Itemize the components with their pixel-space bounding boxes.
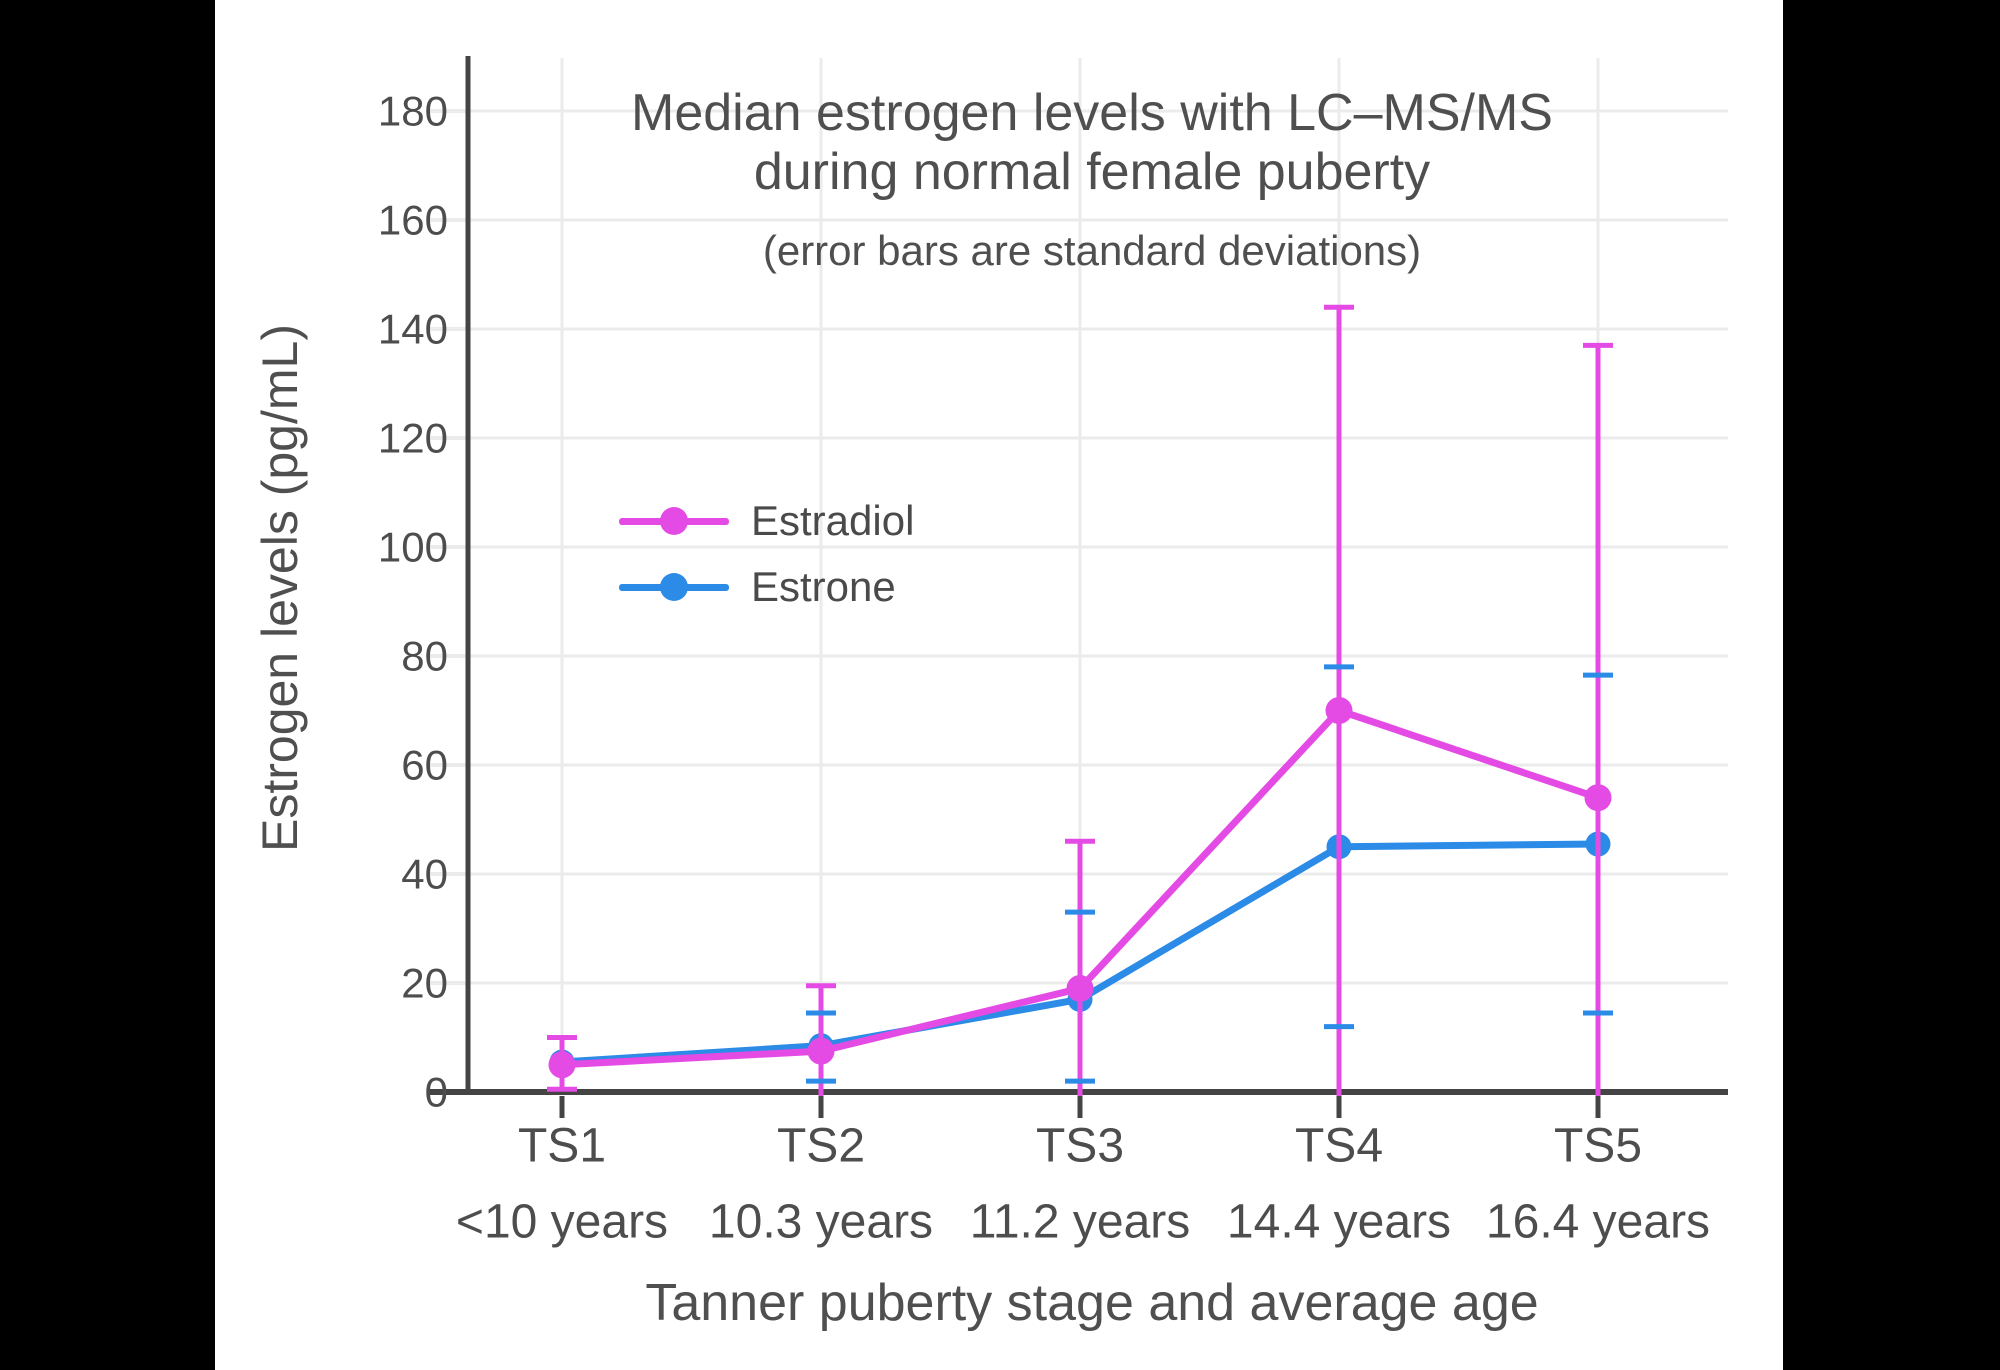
x-tick-label-stage: TS1 — [518, 1120, 606, 1173]
x-tick-label-age: <10 years — [456, 1196, 668, 1249]
x-tick-label-stage: TS3 — [1036, 1120, 1124, 1173]
estrone-legend-marker-icon — [660, 573, 688, 601]
x-tick-label-age: 14.4 years — [1227, 1196, 1451, 1249]
x-tick-label-age: 11.2 years — [970, 1196, 1191, 1249]
legend-item-estrone[interactable]: Estrone — [619, 554, 914, 620]
x-tick-label-stage: TS5 — [1554, 1120, 1642, 1173]
y-axis-title: Estrogen levels (pg/mL) — [252, 323, 308, 853]
y-tick-label: 160 — [378, 197, 448, 244]
y-tick-label: 40 — [401, 851, 448, 898]
y-tick-label: 80 — [401, 633, 448, 680]
y-tick-label: 0 — [425, 1069, 448, 1116]
estrone-legend-line — [619, 573, 729, 601]
x-tick-label-stage: TS4 — [1295, 1120, 1383, 1173]
x-tick-label-age: 16.4 years — [1486, 1196, 1710, 1249]
chart-title-line1: Median estrogen levels with LC–MS/MS — [631, 84, 1553, 142]
chart-title-line2: during normal female puberty — [753, 143, 1431, 201]
legend-item-estradiol[interactable]: Estradiol — [619, 488, 914, 554]
y-tick-label: 100 — [378, 524, 448, 571]
y-tick-label: 20 — [401, 960, 448, 1007]
y-tick-label: 140 — [378, 306, 448, 353]
x-tick-label-age: 10.3 years — [709, 1196, 933, 1249]
y-tick-label: 120 — [378, 415, 448, 462]
x-tick-label-stage: TS2 — [777, 1120, 865, 1173]
chart-subtitle: (error bars are standard deviations) — [762, 227, 1422, 274]
estradiol-legend-line — [619, 507, 729, 535]
chart-plot-area: 0 20 40 60 80 100 120 140 160 180 TS1 <10 years TS2 1… — [378, 56, 1728, 1249]
y-tick-label: 180 — [378, 88, 448, 135]
legend: Estradiol Estrone — [619, 488, 914, 620]
y-tick-label: 60 — [401, 742, 448, 789]
chart-canvas: 0 20 40 60 80 100 120 140 160 180 TS1 <10 years TS2 1… — [215, 0, 1783, 1370]
legend-label-estradiol: Estradiol — [751, 497, 915, 544]
estradiol-legend-marker-icon — [660, 507, 688, 535]
x-axis-title: Tanner puberty stage and average age — [645, 1274, 1539, 1332]
legend-label-estrone: Estrone — [751, 563, 896, 610]
